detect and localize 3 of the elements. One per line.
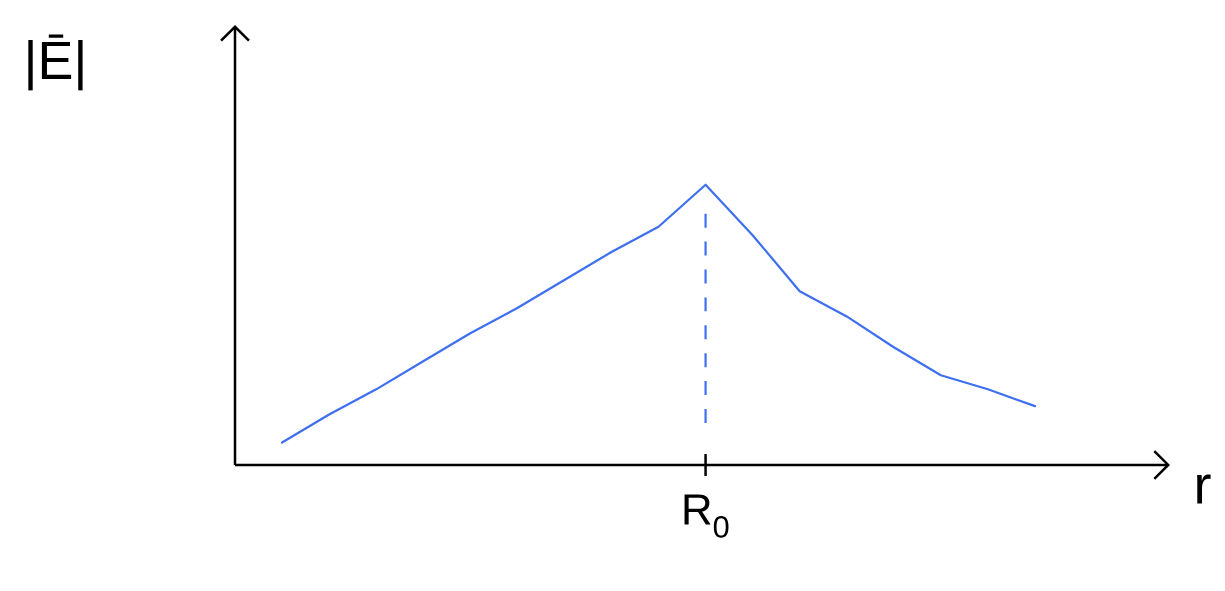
text: R$_{0}$ <box>684 494 729 538</box>
y-axis-title: |Ē| <box>28 34 83 91</box>
x-axis-title: r <box>1197 474 1211 504</box>
